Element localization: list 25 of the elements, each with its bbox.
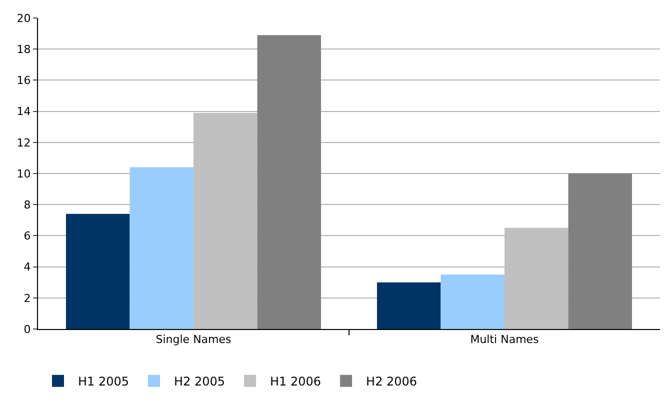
y-tick-label: 18 <box>16 42 31 56</box>
y-tick-label: 2 <box>24 292 31 305</box>
y-tick-label: 20 <box>16 12 31 25</box>
bar <box>568 174 632 329</box>
y-tick-label: 16 <box>16 74 31 88</box>
bar <box>440 274 504 329</box>
legend-label: H1 2006 <box>270 374 322 388</box>
legend-label: H1 2005 <box>78 374 130 388</box>
y-tick-label: 0 <box>24 322 31 336</box>
y-tick-label: 4 <box>24 260 31 274</box>
x-tick-label: Multi Names <box>470 333 540 346</box>
bar <box>130 167 194 329</box>
bar <box>504 228 568 329</box>
y-tick-label: 8 <box>24 198 31 212</box>
bar <box>257 35 322 329</box>
legend-label: H2 2005 <box>174 374 226 388</box>
y-tick-label: 6 <box>24 230 31 243</box>
x-tick-label: Single Names <box>156 333 232 346</box>
bar <box>376 282 441 329</box>
legend-label: H2 2006 <box>366 374 418 388</box>
y-tick-label: 10 <box>16 167 31 180</box>
y-tick-label: 12 <box>16 136 31 150</box>
bar <box>194 112 258 329</box>
y-tick-label: 14 <box>16 105 31 118</box>
bar <box>66 214 130 329</box>
